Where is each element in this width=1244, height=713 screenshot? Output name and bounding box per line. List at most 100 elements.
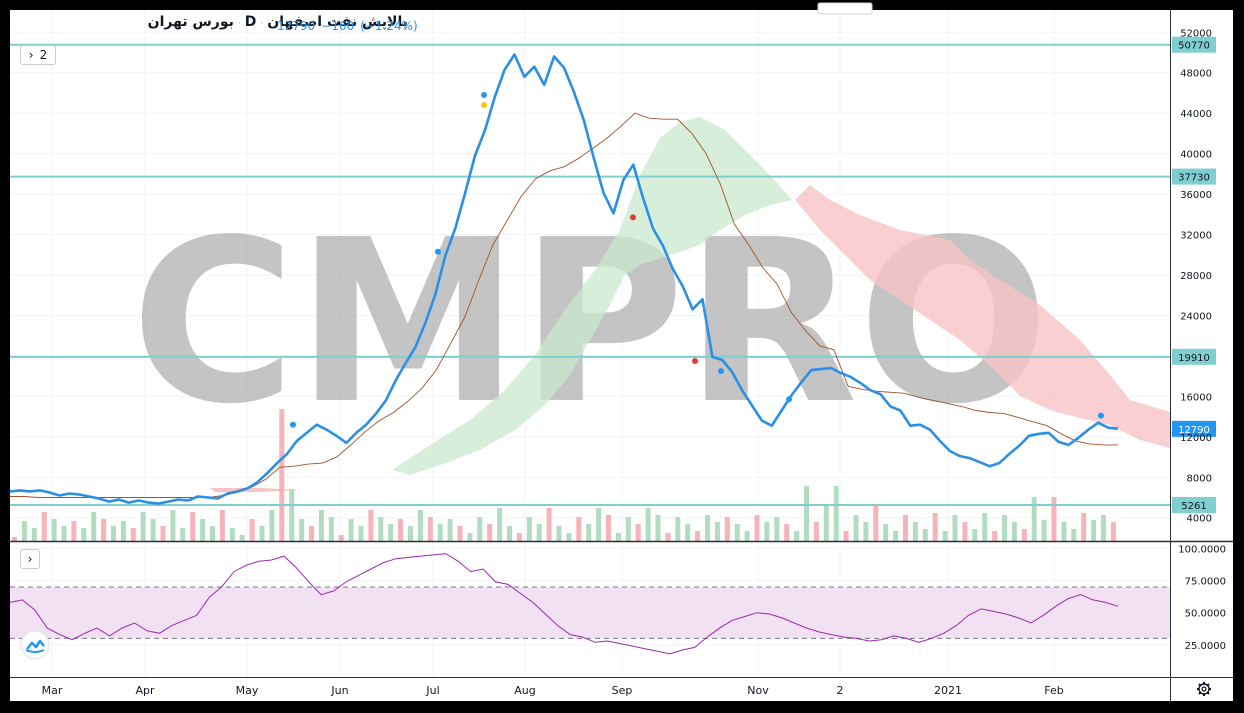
tradingview-logo-icon[interactable] xyxy=(20,630,50,660)
volume-bar xyxy=(665,533,671,541)
symbol-header[interactable]: پالایش نفت اصفهان·D·بورس تهران xyxy=(148,14,408,30)
exchange-label: بورس تهران xyxy=(147,14,234,30)
volume-bar xyxy=(922,529,928,541)
rsi-collapse-button[interactable]: › xyxy=(20,549,40,569)
volume-bar xyxy=(873,506,879,541)
volume-bar xyxy=(536,524,542,541)
last-price-label: 12790 xyxy=(1178,425,1210,436)
volume-bar xyxy=(1021,529,1027,541)
volume-bar xyxy=(41,512,47,541)
volume-bar xyxy=(546,508,552,541)
volume-bar xyxy=(932,513,938,541)
volume-bar xyxy=(1002,515,1007,541)
level-tag xyxy=(1172,348,1216,365)
volume-bar xyxy=(586,524,592,541)
signal-marker xyxy=(1098,412,1104,419)
volume-bar xyxy=(734,524,740,541)
level-label: 50770 xyxy=(1178,41,1210,52)
price-axis-label: 8000 xyxy=(1187,473,1212,484)
volume-bar xyxy=(556,526,562,541)
level-tag xyxy=(1172,36,1216,53)
cloud-green xyxy=(392,117,792,475)
price-axis-label: 32000 xyxy=(1180,231,1212,242)
time-axis: Mar Apr May Jun Jul Aug Sep Nov 2 2021 Feb xyxy=(42,684,1064,697)
volume-bar xyxy=(675,517,681,541)
volume-bar xyxy=(1031,497,1037,541)
volume-bar xyxy=(1091,520,1097,541)
price-line xyxy=(9,53,1119,505)
price-axis-label: 48000 xyxy=(1180,69,1212,80)
volume-bar xyxy=(784,524,790,541)
volume-bar xyxy=(655,515,661,541)
volume-bar xyxy=(893,531,899,541)
volume-bar xyxy=(180,528,186,541)
volume-bar xyxy=(487,524,493,541)
price-axis-label: 28000 xyxy=(1180,271,1212,282)
volume-bar xyxy=(338,535,344,541)
price-axis-label: 4000 xyxy=(1187,514,1212,525)
volume-bar xyxy=(447,519,453,541)
volume-bar xyxy=(427,517,433,541)
volume-bar xyxy=(160,526,166,541)
volume-bar xyxy=(903,515,908,541)
volume-bar xyxy=(1081,513,1087,541)
cloud-red xyxy=(795,185,1170,448)
volume-bar xyxy=(111,526,116,541)
separator-icon: · xyxy=(237,19,241,29)
volume-bar xyxy=(21,521,27,541)
volume-bar xyxy=(1071,529,1077,541)
volume-bar xyxy=(1051,497,1057,541)
volume-bar xyxy=(833,486,839,541)
volume-bars xyxy=(12,409,1116,541)
price-series xyxy=(9,53,1119,505)
volume-bar xyxy=(249,519,255,541)
volume-bar xyxy=(1110,522,1116,541)
volume-bar xyxy=(398,519,404,541)
volume-bar xyxy=(101,519,107,541)
volume-bar xyxy=(992,531,998,541)
volume-bar xyxy=(863,522,869,541)
time-axis-label: Aug xyxy=(514,684,535,697)
volume-bar xyxy=(348,519,354,541)
gear-icon[interactable] xyxy=(1197,682,1211,696)
rsi-line xyxy=(9,553,1119,655)
collapse-indicators-button[interactable]: › 2 xyxy=(20,45,56,65)
price-axis-label: 52000 xyxy=(1180,28,1212,39)
volume-bar xyxy=(51,519,57,541)
volume-bar xyxy=(31,528,37,541)
volume-bar xyxy=(1061,522,1067,541)
volume-bar xyxy=(200,519,206,541)
volume-bar xyxy=(714,522,720,541)
symbol-name: پالایش نفت اصفهان xyxy=(267,14,408,30)
price-axis-label: 16000 xyxy=(1180,392,1212,403)
volume-bar xyxy=(596,508,602,541)
time-axis-label: Jul xyxy=(425,684,439,697)
time-axis-label: Jun xyxy=(330,684,348,697)
volume-bar xyxy=(12,537,17,541)
volume-bar xyxy=(1101,515,1106,541)
rsi-axis-label: 50.0000 xyxy=(1185,609,1226,620)
volume-bar xyxy=(615,533,621,541)
top-handle[interactable] xyxy=(817,2,873,15)
volume-bar xyxy=(120,521,126,541)
volume-bar xyxy=(140,512,146,541)
signal-marker xyxy=(481,102,487,109)
level-tag xyxy=(1172,168,1216,185)
volume-bar xyxy=(883,524,889,541)
volume-bar xyxy=(81,528,87,541)
volume-bar xyxy=(497,508,503,541)
volume-bar xyxy=(645,508,651,541)
time-axis-label: 2021 xyxy=(934,684,962,697)
volume-bar xyxy=(972,529,978,541)
volume-bar xyxy=(526,517,532,541)
volume-bar xyxy=(754,515,760,541)
cloud-red xyxy=(210,488,300,492)
time-axis-label: Apr xyxy=(135,684,155,697)
volume-bar xyxy=(239,535,245,541)
time-axis-label: Nov xyxy=(747,684,769,697)
volume-bar xyxy=(318,510,324,541)
quote-values: 12790 −160 (−1.24%) xyxy=(277,19,424,33)
volume-bar xyxy=(794,531,800,541)
signal-marker xyxy=(786,396,792,403)
